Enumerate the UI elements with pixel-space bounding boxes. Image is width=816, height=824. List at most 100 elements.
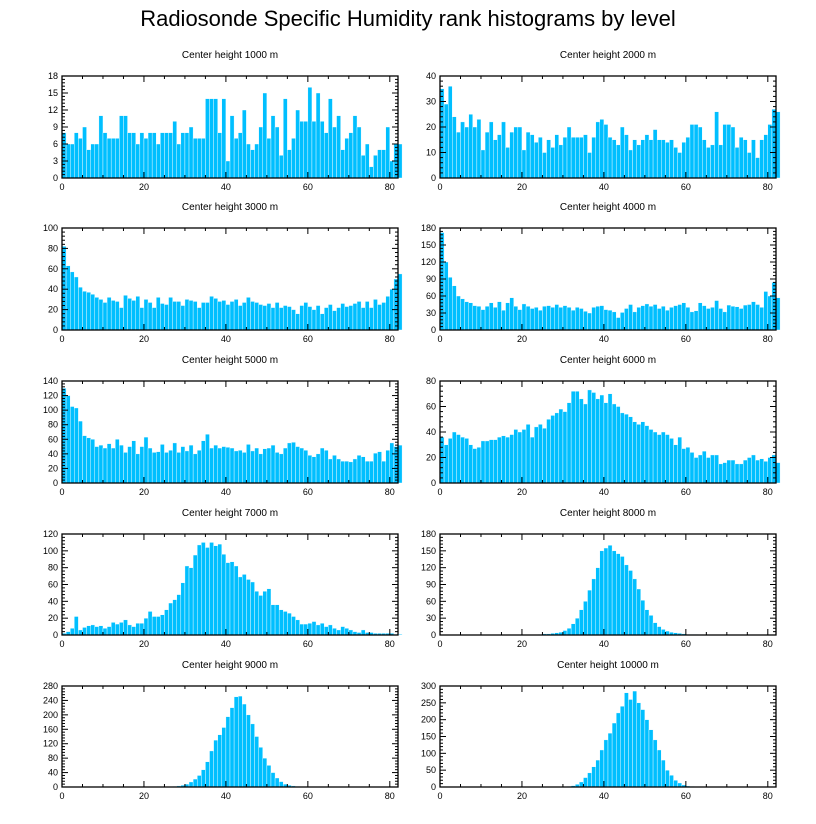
panel-7-xtick-label: 80	[385, 639, 395, 649]
panel-1-bar	[168, 132, 173, 179]
panel-6-bar	[517, 431, 523, 484]
panel-9-bar	[197, 775, 202, 788]
panel-1-bar	[188, 126, 194, 179]
panel-5-bar	[164, 452, 169, 484]
panel-1-bar	[369, 166, 374, 179]
panel-1-xtick-label: 80	[385, 182, 395, 192]
panel-10-bar	[640, 709, 646, 788]
panel-5-bar	[188, 444, 194, 484]
panel-2-bar	[616, 144, 621, 179]
panel-3-bar	[151, 307, 157, 331]
panel-1-ytick-label: 0	[53, 173, 58, 183]
panel-4-bar	[665, 309, 670, 331]
panel-7-ytick-label: 120	[43, 529, 58, 539]
panel-3-bar	[229, 301, 235, 331]
panel-3-bar	[164, 304, 169, 331]
panel-4-xtick-label: 20	[517, 334, 527, 344]
panel-7-bar	[287, 612, 292, 636]
panel-9-bar	[242, 703, 247, 788]
panel-3-ytick-label: 60	[48, 264, 58, 274]
panel-3-bar	[373, 299, 378, 331]
panel-5-ytick-label: 120	[43, 391, 58, 401]
panel-4-bar	[452, 285, 457, 331]
panel-5-bar	[180, 446, 186, 484]
panel-6-bar	[669, 438, 674, 484]
panel-2-xtick-label: 80	[763, 182, 773, 192]
panel-8-bar	[595, 567, 601, 636]
panel-2-bar	[497, 134, 502, 179]
panel-6-title: Center height 6000 m	[560, 355, 656, 366]
panel-4-bar	[640, 305, 646, 331]
panel-2-bar	[562, 136, 568, 179]
panel-7-bar	[78, 629, 83, 636]
panel-4-xtick-label: 60	[681, 334, 691, 344]
panel-5-bar	[143, 436, 149, 484]
panel-3-bar	[360, 307, 366, 331]
panel-4-bar	[714, 300, 719, 331]
panel-4-bar	[538, 309, 543, 331]
panel-7-bar	[98, 625, 104, 636]
panel-2-bar	[632, 139, 637, 179]
panel-3-bar	[180, 305, 186, 331]
panel-3-bar	[233, 299, 239, 331]
panel-2-bar	[468, 114, 473, 179]
panel-3-bar	[139, 307, 145, 331]
panel-2-ytick-label: 10	[426, 148, 436, 158]
panel-4-bar	[558, 307, 564, 331]
panel-6-bar	[460, 436, 465, 484]
panel-1-ytick-label: 6	[53, 139, 58, 149]
panel-6-bar	[542, 427, 547, 484]
panel-1-bar	[69, 143, 75, 179]
panel-2-bar	[529, 134, 535, 179]
panel-5-bar	[242, 452, 247, 484]
panel-4-bar	[546, 305, 551, 331]
panel-2-bar	[738, 136, 744, 179]
panel-5-bar	[287, 442, 292, 484]
panel-1-bar	[360, 155, 366, 179]
panel-5-bar	[299, 447, 304, 484]
panel-7-bar	[221, 554, 227, 636]
panel-6-bar	[632, 421, 637, 484]
panel-1-bar	[127, 132, 132, 179]
panel-3-bar	[119, 307, 124, 331]
panel-5-bar	[295, 446, 300, 484]
panel-10-bar	[591, 766, 596, 788]
panel-1-bar	[283, 98, 288, 179]
panel-6-bar	[702, 450, 707, 484]
panel-9-bar	[258, 747, 263, 788]
panel-1-bar	[192, 138, 198, 179]
panel-1-bar	[74, 132, 79, 179]
panel-3-xtick-label: 0	[59, 334, 64, 344]
panel-8-bar	[607, 545, 613, 636]
panel-4-bar	[644, 303, 650, 331]
panel-9-bar	[213, 739, 218, 788]
panel-3-bar	[242, 302, 247, 331]
panel-3-xtick-label: 20	[139, 334, 149, 344]
panel-3-bar	[172, 301, 177, 331]
panel-1-bar	[381, 149, 386, 179]
panel-3-bar	[135, 296, 141, 331]
panel-5-bar	[356, 455, 362, 484]
panel-9-frame	[61, 685, 399, 788]
panel-7-bar	[254, 591, 259, 636]
panel-1-bar	[311, 121, 317, 179]
panel-7-xtick-label: 60	[303, 639, 313, 649]
panel-1-bar	[315, 92, 321, 179]
panel-2-bar	[644, 134, 650, 179]
panel-3-bar	[127, 298, 132, 331]
panel-5-bar	[98, 444, 104, 484]
panel-5-bar	[283, 447, 288, 484]
panel-2-bar	[501, 121, 506, 179]
panel-3-bar	[94, 297, 100, 331]
panel-7-bar	[229, 561, 235, 636]
panel-7-bar	[160, 614, 165, 636]
panel-10-bar	[665, 769, 670, 788]
panel-7-ytick-label: 100	[43, 546, 58, 556]
panel-3-bar	[176, 301, 182, 331]
panel-5-bar	[328, 458, 333, 484]
panel-7-bar	[278, 609, 284, 636]
panel-10-ytick-label: 250	[421, 698, 436, 708]
panel-4-bar	[726, 304, 732, 331]
panel-5-ytick-label: 100	[43, 405, 58, 415]
panel-1-ytick-label: 15	[48, 88, 58, 98]
